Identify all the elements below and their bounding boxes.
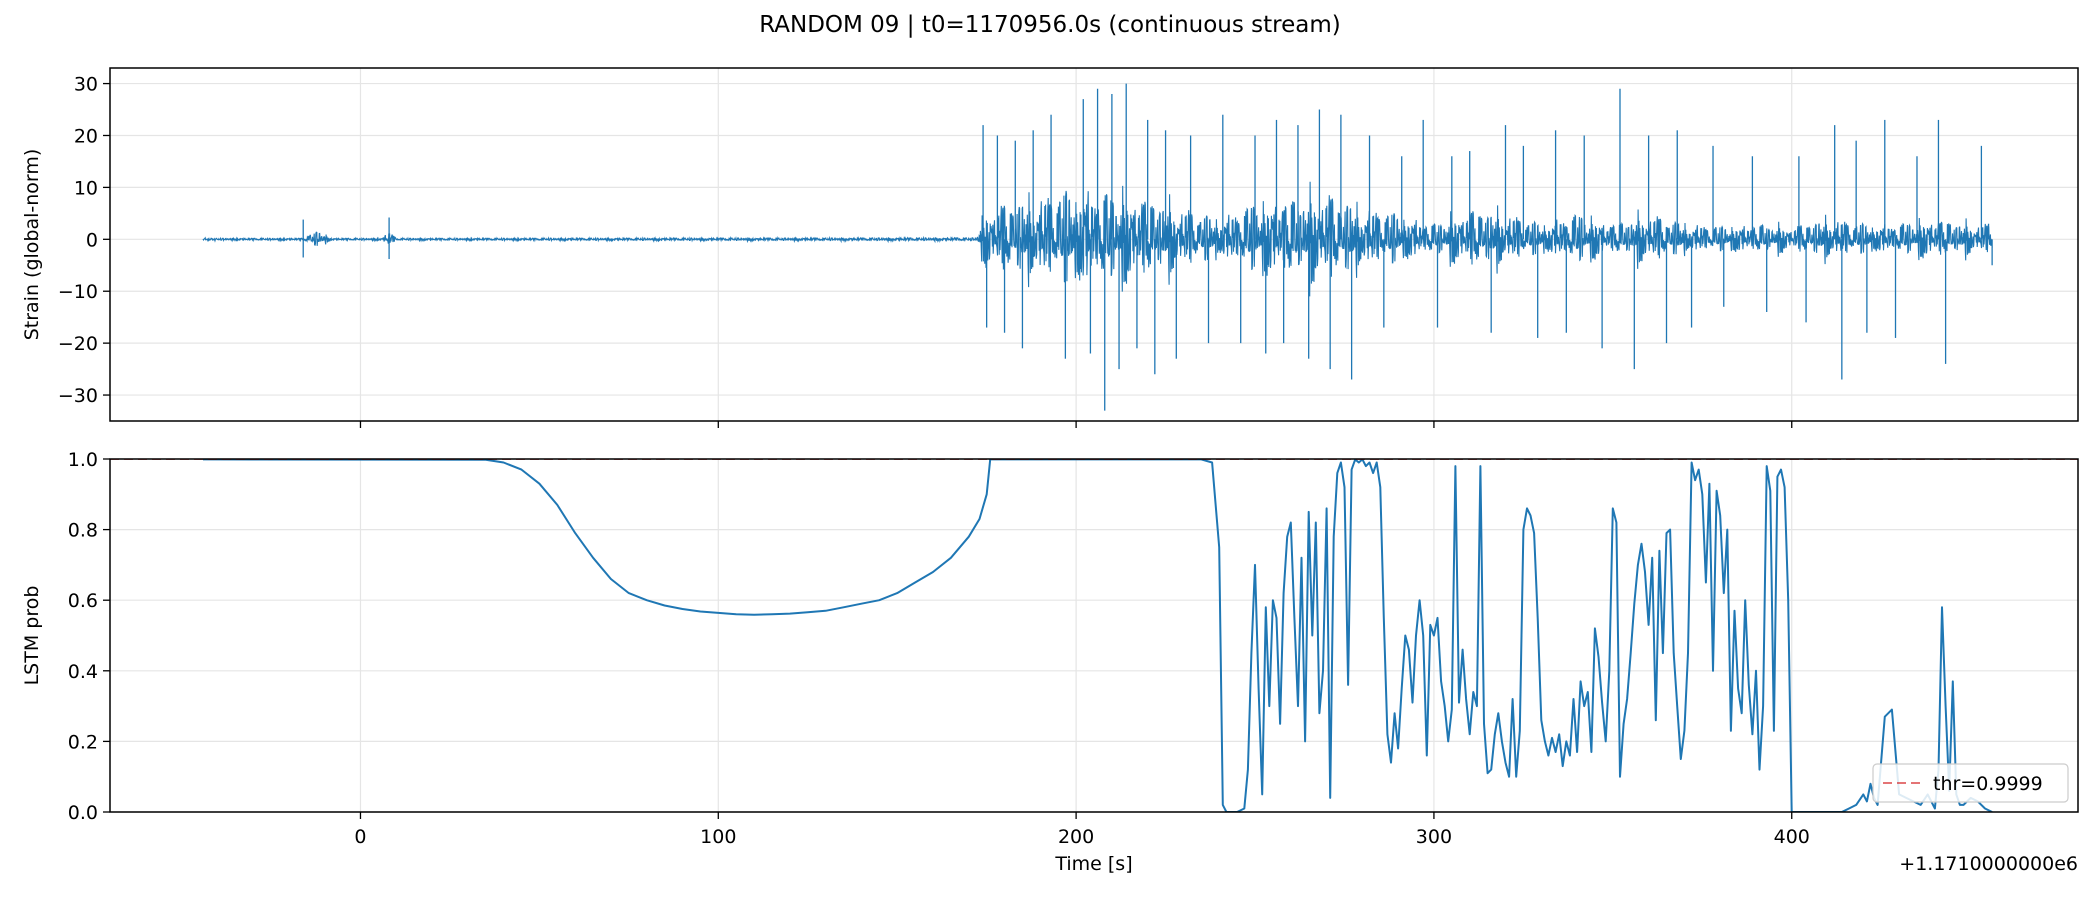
bottom-ytick-label: 0.2 [68, 731, 98, 753]
top-ytick-label: 30 [74, 74, 98, 96]
bottom-ytick-label: 0.6 [68, 590, 98, 612]
bottom-xtick-label: 200 [1058, 826, 1094, 848]
top-panel: −30 −20 −10 0 10 20 30 Strain (global-norm) [21, 67, 2079, 428]
bottom-axes-frame [109, 458, 2079, 813]
top-ytick-label: 0 [86, 229, 98, 251]
top-axes-frame [109, 67, 2079, 422]
bottom-ytick-label: 1.0 [68, 449, 98, 471]
bottom-xtick-label: 0 [354, 826, 366, 848]
bottom-xtick-label: 300 [1416, 826, 1452, 848]
bottom-panel: 0.0 0.2 0.4 0.6 0.8 1.0 0 100 200 300 400 LSTM prob… [21, 449, 2079, 875]
top-ytick-label: −10 [58, 281, 98, 303]
bottom-xtick-label: 400 [1774, 826, 1810, 848]
bottom-xlabel: Time [s] [1054, 853, 1132, 875]
bottom-xtick-label: 100 [700, 826, 736, 848]
top-ylabel: Strain (global-norm) [21, 149, 43, 341]
top-ytick-label: 10 [74, 177, 98, 199]
bottom-ylabel: LSTM prob [21, 586, 43, 686]
chart-title: RANDOM 09 | t0=1170956.0s (continuous st… [759, 12, 1341, 38]
legend: thr=0.9999 [1872, 763, 2069, 803]
bottom-plot-area [110, 459, 2078, 812]
legend-box [1872, 763, 2069, 803]
bottom-ytick-label: 0.8 [68, 520, 98, 542]
legend-threshold-label: thr=0.9999 [1933, 773, 2043, 795]
lstm-prob-line [202, 459, 1993, 812]
top-ytick-label: −30 [58, 385, 98, 407]
x-offset-text: +1.1710000000e6 [1899, 853, 2078, 875]
bottom-ytick-label: 0.4 [68, 661, 98, 683]
bottom-ytick-label: 0.0 [68, 802, 98, 824]
top-ytick-label: −20 [58, 333, 98, 355]
top-ytick-label: 20 [74, 125, 98, 147]
top-plot-area [202, 83, 1993, 411]
